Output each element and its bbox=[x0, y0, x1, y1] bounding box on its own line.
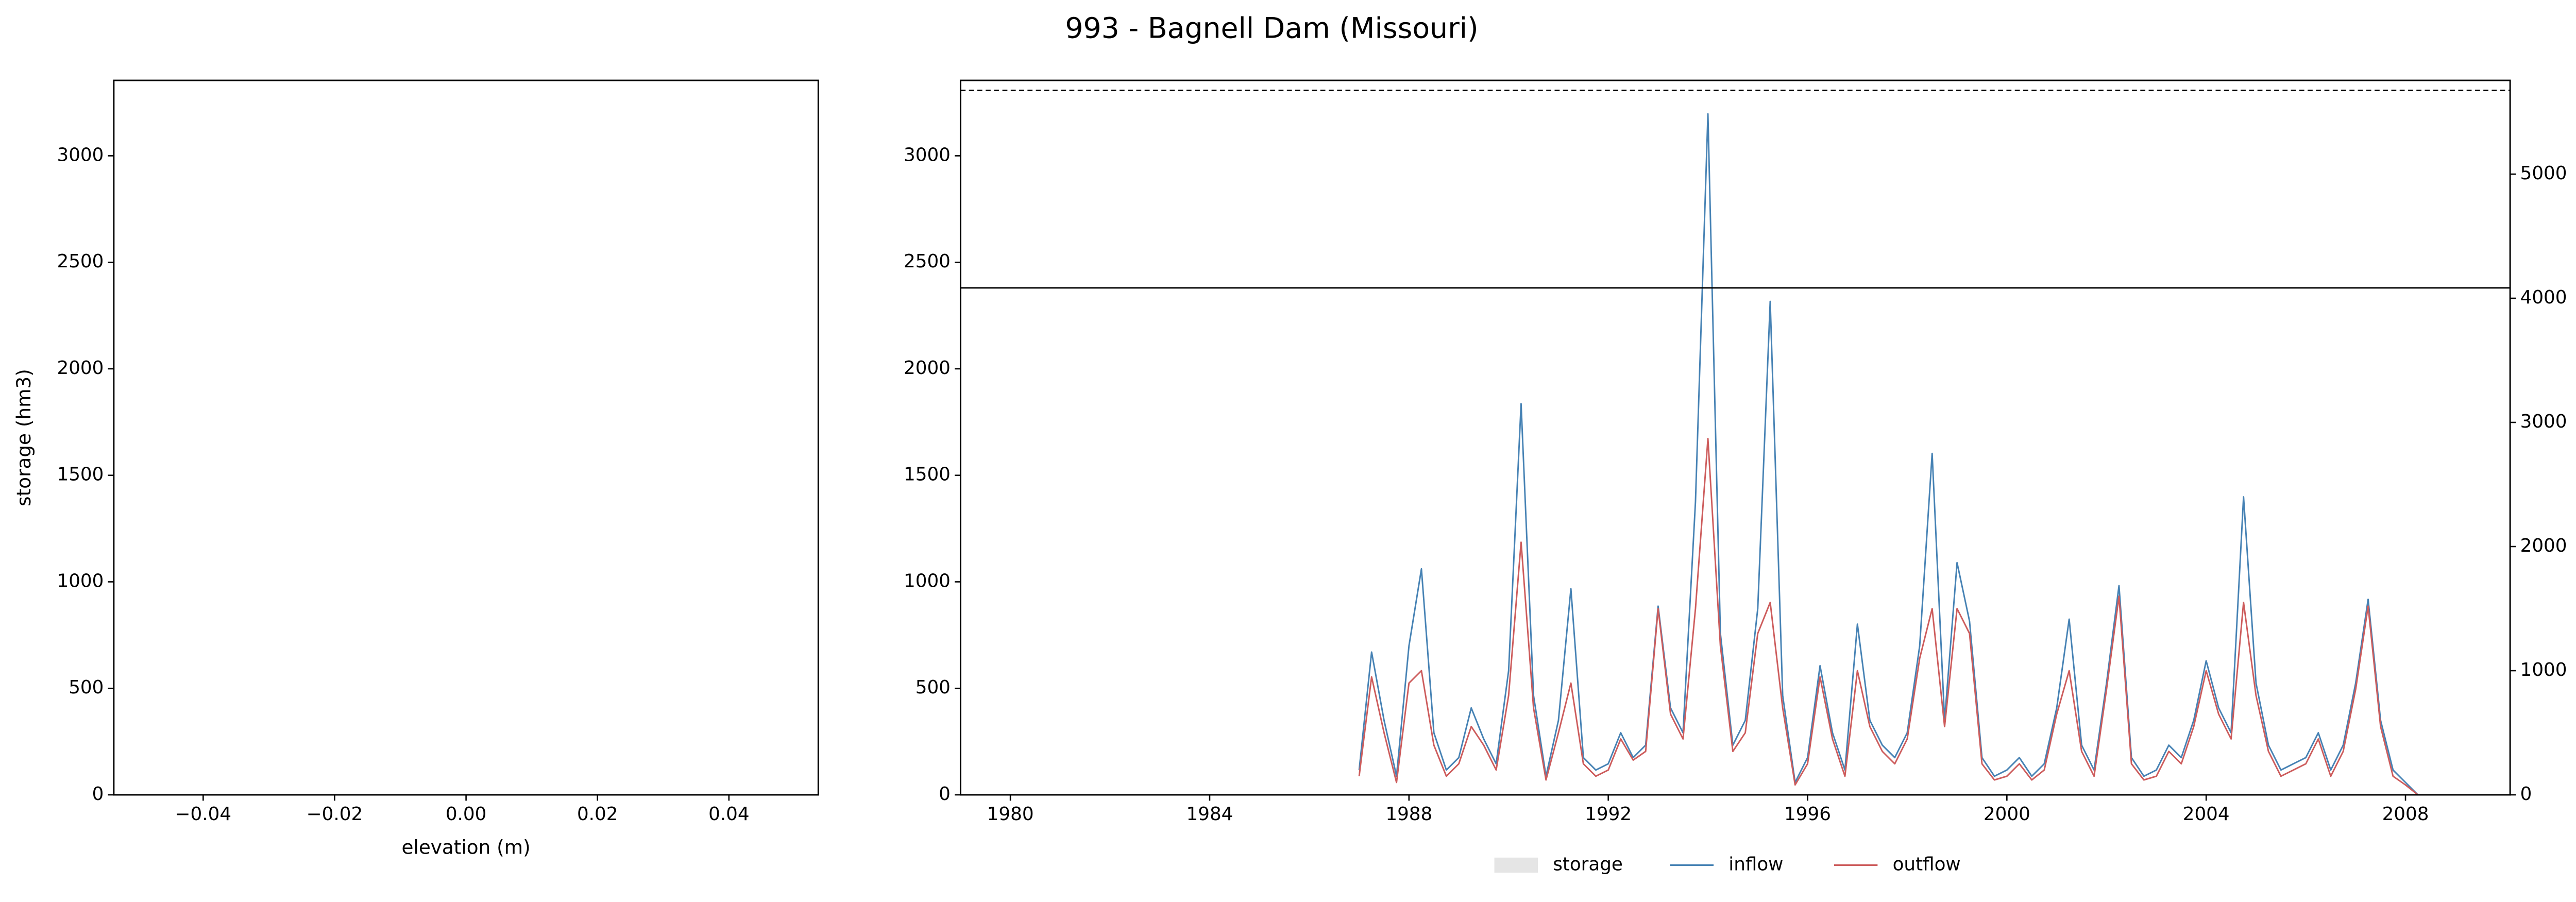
y-tick-label: 2000 bbox=[904, 358, 951, 379]
y-axis-label: storage (hm3) bbox=[12, 369, 35, 506]
y2-tick-label: 1000 bbox=[2520, 659, 2567, 680]
legend-label: inflow bbox=[1728, 854, 1783, 875]
y-tick-label: 500 bbox=[916, 677, 951, 698]
y-tick-label: 3000 bbox=[904, 144, 951, 165]
y2-tick-label: 2000 bbox=[2520, 535, 2567, 556]
legend-swatch bbox=[1494, 857, 1538, 873]
y2-tick-label: 4000 bbox=[2520, 287, 2567, 308]
figure-title: 993 - Bagnell Dam (Missouri) bbox=[1065, 12, 1478, 45]
series-line bbox=[1358, 437, 2419, 795]
y2-tick-label: 3000 bbox=[2520, 411, 2567, 432]
x-tick-label: −0.02 bbox=[307, 804, 363, 825]
x-tick-label: 1992 bbox=[1585, 804, 1632, 825]
y-tick-label: 1500 bbox=[57, 464, 104, 485]
x-axis-label: elevation (m) bbox=[401, 836, 530, 858]
axes-frame bbox=[113, 79, 819, 796]
plot-area bbox=[960, 90, 2511, 795]
y-tick-label: 3000 bbox=[57, 144, 104, 165]
x-tick-label: 2000 bbox=[1984, 804, 2030, 825]
x-tick-label: 2004 bbox=[2183, 804, 2230, 825]
y-tick-label: 0 bbox=[939, 784, 951, 805]
x-tick-label: 1984 bbox=[1187, 804, 1233, 825]
x-tick-label: 1988 bbox=[1385, 804, 1432, 825]
x-tick-label: −0.04 bbox=[175, 804, 231, 825]
y2-tick-label: 0 bbox=[2520, 784, 2532, 805]
x-tick-label: 0.00 bbox=[446, 804, 487, 825]
x-tick-label: 2008 bbox=[2382, 804, 2429, 825]
y-tick-label: 1500 bbox=[904, 464, 951, 485]
y-tick-label: 2500 bbox=[904, 251, 951, 272]
y-tick-label: 0 bbox=[92, 784, 104, 805]
y2-tick-label: 5000 bbox=[2520, 163, 2567, 184]
x-tick-label: 1980 bbox=[987, 804, 1034, 825]
y-tick-label: 500 bbox=[69, 677, 104, 698]
y-tick-label: 1000 bbox=[904, 570, 951, 591]
x-tick-label: 0.02 bbox=[577, 804, 618, 825]
y-tick-label: 1000 bbox=[57, 570, 104, 591]
axes-frame bbox=[959, 79, 2511, 796]
legend-label: storage bbox=[1553, 854, 1623, 875]
legend-label: outflow bbox=[1893, 854, 1961, 875]
series-line bbox=[1358, 113, 2419, 795]
y-tick-label: 2000 bbox=[57, 358, 104, 379]
x-tick-label: 1996 bbox=[1784, 804, 1831, 825]
x-tick-label: 0.04 bbox=[708, 804, 750, 825]
y-tick-label: 2500 bbox=[57, 251, 104, 272]
